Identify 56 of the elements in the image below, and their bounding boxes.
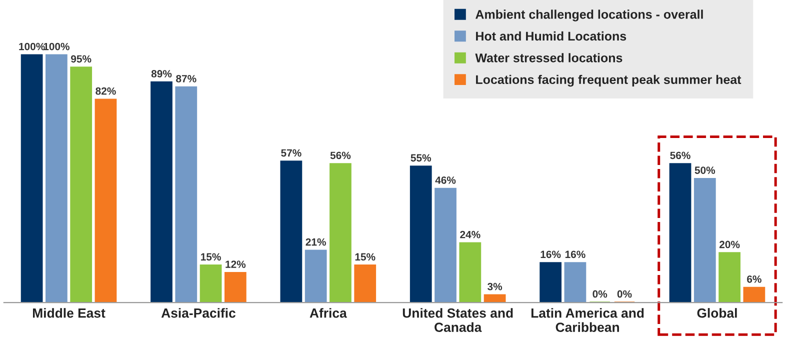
legend-label: Hot and Humid Locations <box>476 31 626 41</box>
data-label: 50% <box>694 166 716 174</box>
legend-label: Water stressed locations <box>475 53 622 62</box>
data-label: 21% <box>306 238 326 246</box>
data-label: 16% <box>540 250 561 258</box>
bar <box>564 262 586 303</box>
bar <box>304 250 327 303</box>
data-label: 15% <box>355 253 376 261</box>
data-label: 57% <box>281 149 302 157</box>
data-label: 100% <box>44 42 70 50</box>
x-tick-label: United States and Canada <box>402 308 513 332</box>
data-label: 87% <box>176 75 196 82</box>
bar <box>410 166 432 303</box>
bar <box>718 252 740 303</box>
data-label: 16% <box>565 250 586 258</box>
bar <box>743 286 766 303</box>
bar <box>669 163 692 303</box>
bar <box>434 188 456 303</box>
data-label: 0% <box>617 290 632 298</box>
legend-label: Locations facing frequent peak summer heat <box>476 74 742 87</box>
data-label: 20% <box>719 240 740 248</box>
data-label: 89% <box>151 70 172 78</box>
bar <box>20 54 43 303</box>
data-label: 6% <box>747 275 762 283</box>
bar <box>150 81 172 303</box>
data-label: 46% <box>435 176 456 184</box>
data-label: 0% <box>592 290 608 298</box>
data-label: 55% <box>410 154 432 162</box>
bar <box>354 264 376 303</box>
data-label: 56% <box>330 152 351 160</box>
data-label: 82% <box>96 87 116 95</box>
x-tick-label: Latin America and Caribbean <box>531 308 644 332</box>
bar <box>694 178 716 303</box>
data-label: 24% <box>460 230 480 238</box>
bar <box>224 272 246 303</box>
data-label: 3% <box>488 282 502 290</box>
data-label: 100% <box>19 42 45 50</box>
data-label: 95% <box>71 55 92 63</box>
x-tick-label: Middle East <box>33 308 106 318</box>
bar <box>459 242 482 303</box>
bar <box>94 98 117 303</box>
x-tick-label: Global <box>697 308 737 318</box>
bar <box>280 160 302 303</box>
x-tick-label: Asia-Pacific <box>161 308 236 318</box>
data-label: 15% <box>201 253 221 261</box>
x-tick-label: Africa <box>310 308 347 318</box>
bar <box>200 264 222 303</box>
legend-label: Ambient challenged locations - overall <box>476 10 703 22</box>
data-label: 56% <box>670 152 690 160</box>
bar <box>540 262 562 303</box>
bar <box>484 294 506 303</box>
bar <box>175 86 198 303</box>
bar <box>330 163 352 303</box>
bar <box>70 66 92 303</box>
data-label: 12% <box>226 260 246 268</box>
bar <box>46 54 68 303</box>
